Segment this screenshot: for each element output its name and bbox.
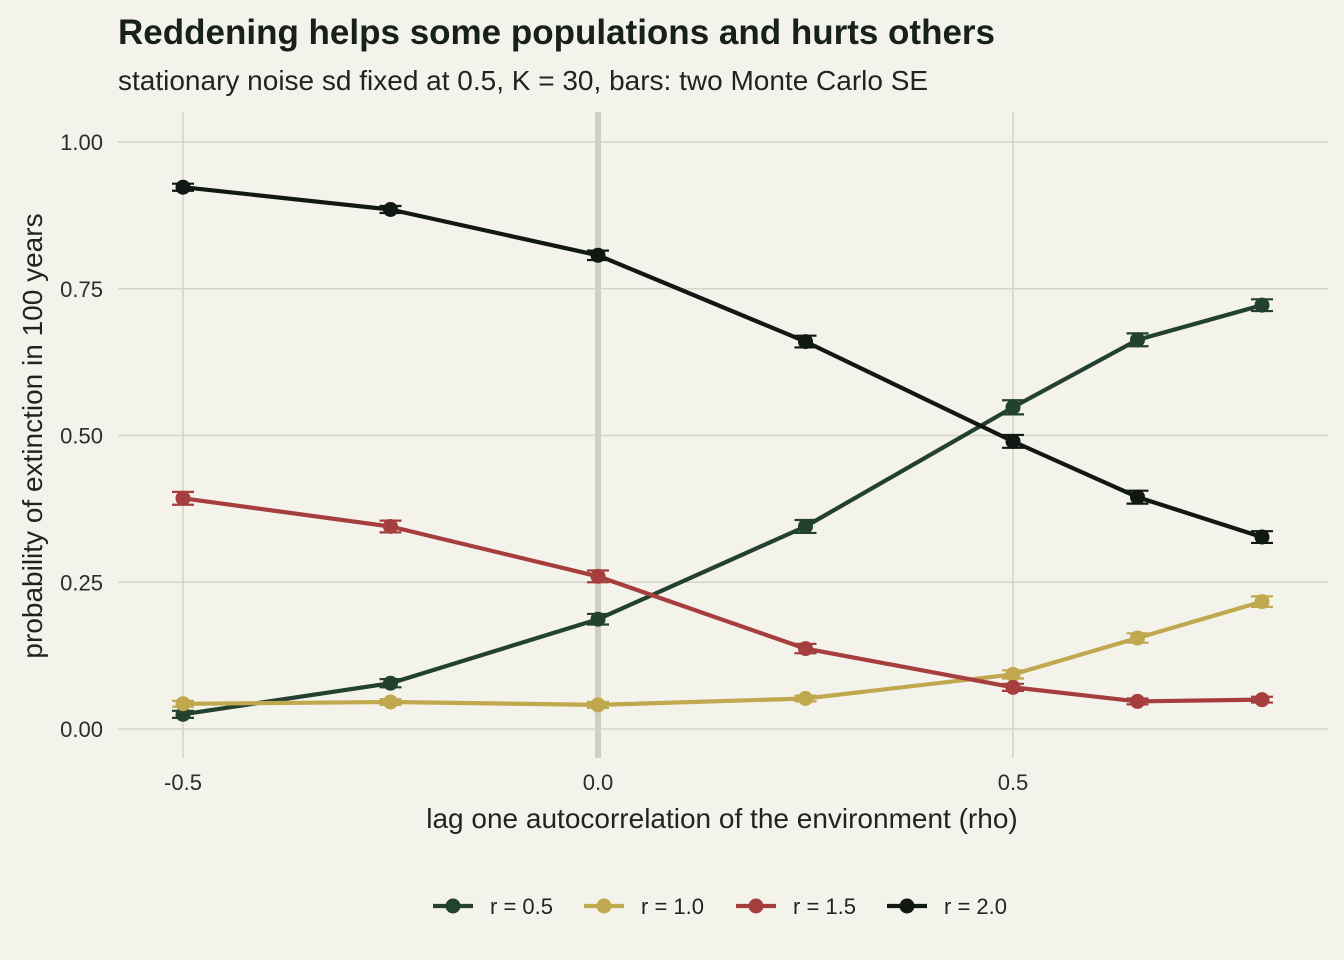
data-point: [1005, 679, 1021, 695]
data-point: [1130, 630, 1145, 646]
grid: [118, 112, 1328, 758]
chart-title: Reddening helps some populations and hur…: [118, 13, 995, 52]
data-point: [1005, 666, 1021, 682]
data-point: [1130, 489, 1145, 505]
data-point: [383, 675, 398, 691]
legend-label: r = 0.5: [490, 894, 553, 919]
data-point: [175, 696, 191, 712]
data-point: [383, 202, 398, 218]
data-point: [798, 690, 813, 706]
data-point: [798, 518, 813, 534]
x-tick-label: -0.5: [164, 770, 202, 795]
data-point: [1130, 693, 1145, 709]
data-point: [1254, 594, 1270, 610]
legend-key-point: [899, 898, 915, 914]
data-point: [383, 694, 398, 710]
x-tick-label: 0.5: [998, 770, 1029, 795]
legend-key-point: [445, 898, 461, 914]
legend-label: r = 1.0: [641, 894, 704, 919]
series-4: [172, 179, 1273, 545]
legend-key-point: [748, 898, 764, 914]
y-tick-label: 0.00: [60, 717, 103, 742]
data-point: [590, 568, 606, 584]
x-axis-label: lag one autocorrelation of the environme…: [426, 803, 1017, 834]
series-layer: [172, 179, 1273, 722]
legend-item-3: r = 1.5: [736, 894, 856, 919]
series-1: [172, 297, 1273, 722]
data-point: [590, 247, 606, 263]
legend-label: r = 2.0: [944, 894, 1007, 919]
y-tick-label: 1.00: [60, 130, 103, 155]
legend-label: r = 1.5: [793, 894, 856, 919]
y-tick-label: 0.50: [60, 424, 103, 449]
data-point: [175, 179, 191, 195]
tick-labels: 0.00 0.25 0.50 0.75 1.00 -0.5 0.0 0.5: [60, 130, 1028, 795]
data-point: [1005, 433, 1021, 449]
data-point: [1254, 692, 1270, 708]
y-tick-label: 0.75: [60, 277, 103, 302]
data-point: [1130, 332, 1145, 348]
data-point: [1005, 399, 1021, 415]
data-point: [1254, 529, 1270, 545]
data-point: [383, 518, 398, 534]
series-2: [172, 594, 1273, 713]
legend-item-2: r = 1.0: [584, 894, 704, 919]
data-point: [1254, 297, 1270, 313]
data-point: [175, 490, 191, 506]
series-3: [172, 490, 1273, 709]
data-point: [590, 611, 606, 627]
y-tick-label: 0.25: [60, 570, 103, 595]
legend-item-1: r = 0.5: [433, 894, 553, 919]
legend-key-point: [596, 898, 612, 914]
data-point: [798, 334, 813, 350]
series-line: [180, 496, 1265, 704]
y-axis-label: probability of extinction in 100 years: [17, 213, 48, 658]
x-tick-label: 0.0: [583, 770, 614, 795]
series-line: [180, 303, 1265, 717]
data-point: [798, 641, 813, 657]
legend: r = 0.5 r = 1.0 r = 1.5 r = 2.0: [433, 894, 1007, 919]
data-point: [175, 706, 191, 722]
legend-item-4: r = 2.0: [887, 894, 1007, 919]
chart-subtitle: stationary noise sd fixed at 0.5, K = 30…: [118, 65, 928, 96]
data-point: [590, 697, 606, 713]
